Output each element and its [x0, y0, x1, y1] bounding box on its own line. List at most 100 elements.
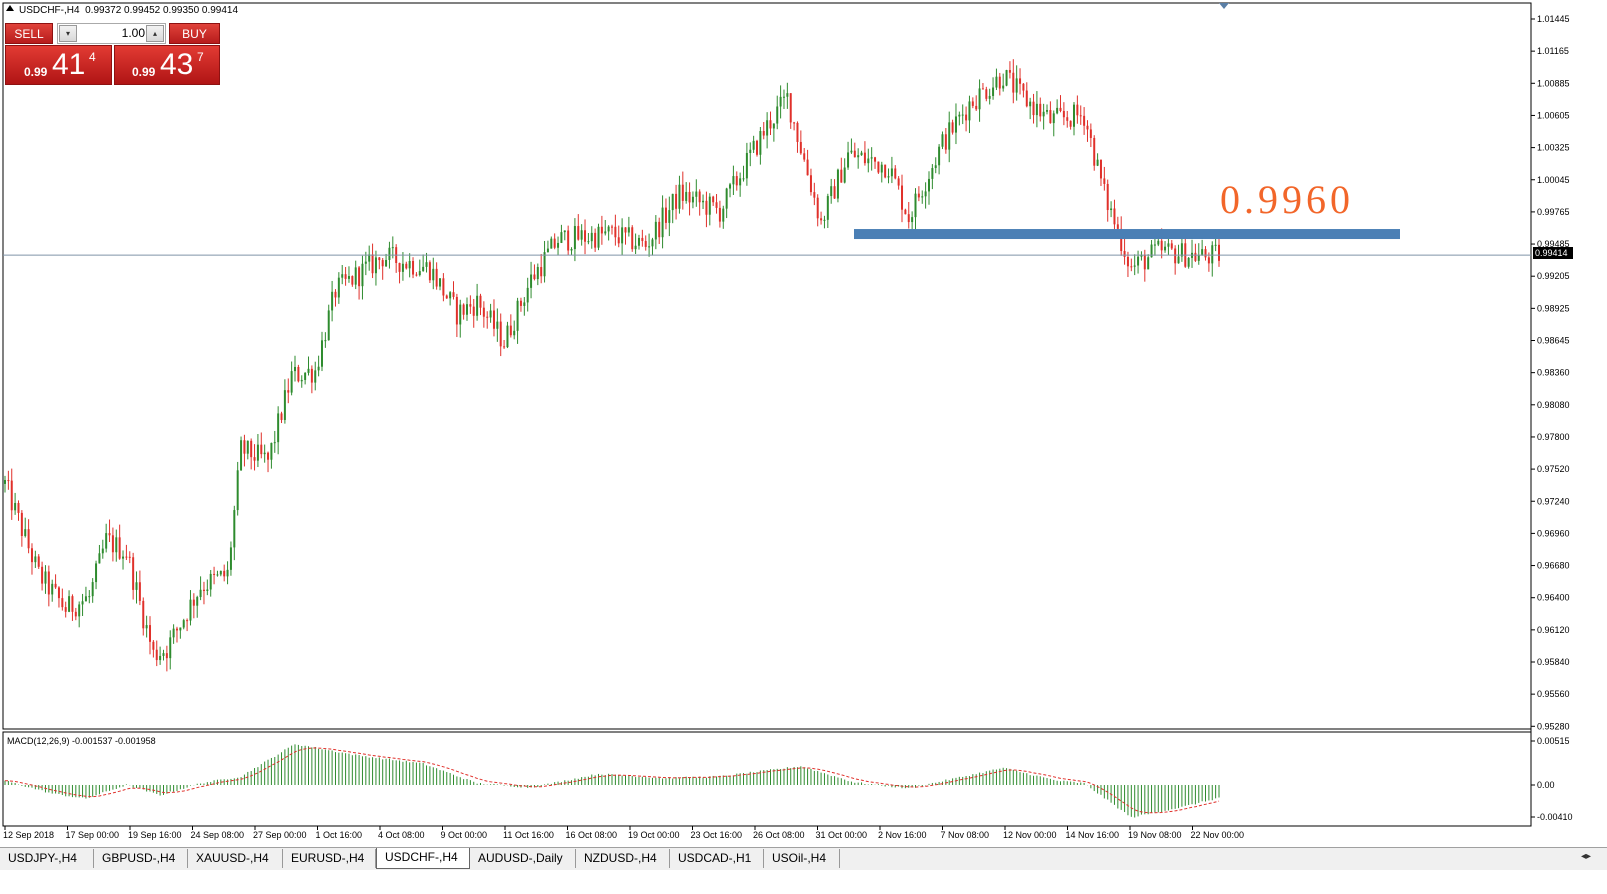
candle-body [506, 325, 509, 348]
candle-body [449, 292, 452, 299]
buy-button[interactable]: BUY [169, 23, 220, 44]
candle-body [152, 641, 155, 650]
candle-body [1133, 265, 1136, 267]
tab-nzdusd-h4[interactable]: NZDUSD-,H4 [576, 849, 670, 868]
candle-body [931, 168, 934, 179]
tab-xauusd-h4[interactable]: XAUUSD-,H4 [188, 849, 283, 868]
candle-body [557, 242, 560, 248]
tab-usdchf-h4[interactable]: USDCHF-,H4 [376, 848, 470, 869]
candle-body [41, 566, 44, 584]
candle-body [732, 176, 735, 185]
candle-body [600, 226, 603, 234]
price-axis-label: 1.01445 [1537, 14, 1570, 24]
candle-body [752, 140, 755, 150]
candle-body [476, 295, 479, 316]
macd-layer [4, 744, 1220, 818]
tab-scroll-icon[interactable]: ◂▸ [1580, 851, 1591, 862]
candle-body [1170, 243, 1173, 249]
sell-price-prefix: 0.99 [24, 65, 48, 79]
price-axis-label: 0.96960 [1537, 528, 1570, 538]
candle-body [378, 257, 381, 261]
candle-body [172, 628, 175, 638]
candle-body [1005, 70, 1008, 86]
candle-body [567, 230, 570, 251]
candle-body [37, 556, 40, 567]
candle-body [809, 175, 812, 193]
time-axis-label: 12 Sep 2018 [3, 830, 54, 840]
candle-body [253, 457, 256, 461]
candle-body [1201, 249, 1204, 255]
candle-body [341, 274, 344, 278]
candle-body [503, 346, 506, 348]
candle-body [934, 165, 937, 169]
candle-body [1197, 254, 1200, 261]
candle-body [597, 226, 600, 248]
lot-increase-icon[interactable]: ▴ [146, 25, 164, 42]
chart-shift-marker[interactable] [1219, 3, 1229, 9]
candle-body [358, 267, 361, 287]
macd-signal-line [4, 747, 1220, 814]
candle-body [1025, 90, 1028, 107]
candle-body [985, 89, 988, 99]
candle-body [1049, 110, 1052, 124]
candle-body [509, 325, 512, 336]
candle-body [236, 470, 239, 511]
lot-size-input[interactable] [80, 26, 145, 40]
candle-body [159, 655, 162, 661]
lot-decrease-icon[interactable]: ▾ [59, 25, 77, 42]
tab-gbpusd-h4[interactable]: GBPUSD-,H4 [94, 849, 188, 868]
candle-body [894, 168, 897, 179]
candle-body [412, 260, 415, 275]
candle-body [1194, 252, 1197, 261]
candle-body [233, 510, 236, 548]
tab-usoil-h4[interactable]: USOil-,H4 [764, 849, 840, 868]
candle-body [138, 582, 141, 601]
candle-body [816, 197, 819, 219]
candle-body [1106, 183, 1109, 211]
candle-body [1126, 256, 1129, 267]
candle-body [459, 304, 462, 325]
candle-body [1002, 85, 1005, 89]
tab-audusd-daily[interactable]: AUDUSD-,Daily [470, 849, 576, 868]
candle-body [1211, 245, 1214, 264]
candle-body [307, 368, 310, 373]
candle-body [513, 330, 516, 336]
candle-body [405, 263, 408, 269]
candle-body [661, 207, 664, 238]
candle-body [941, 134, 944, 147]
candle-body [54, 583, 57, 588]
candle-body [884, 164, 887, 178]
candle-body [830, 186, 833, 197]
candle-body [192, 599, 195, 606]
candle-body [924, 191, 927, 197]
candle-body [671, 193, 674, 211]
sell-price-button[interactable]: 0.99 41 4 [5, 45, 112, 85]
candle-body [51, 583, 54, 595]
candle-body [280, 413, 283, 420]
tab-usdjpy-h4[interactable]: USDJPY-,H4 [0, 849, 94, 868]
tab-usdcad-h1[interactable]: USDCAD-,H1 [670, 849, 764, 868]
candle-body [779, 96, 782, 107]
candle-body [867, 158, 870, 164]
candle-body [526, 287, 529, 303]
tab-eurusd-h4[interactable]: EURUSD-,H4 [283, 849, 376, 868]
lot-size-field[interactable]: ▾ ▴ [57, 23, 166, 44]
collapse-trade-panel-icon[interactable] [6, 5, 14, 11]
candle-body [439, 278, 442, 287]
price-axis-label: 0.96400 [1537, 593, 1570, 603]
candle-body [718, 207, 721, 222]
support-level-box[interactable] [854, 229, 1400, 240]
candle-body [277, 413, 280, 443]
time-axis-label: 12 Nov 00:00 [1003, 830, 1057, 840]
candle-body [398, 262, 401, 272]
candle-body [712, 196, 715, 203]
candle-body [243, 440, 246, 454]
sell-button[interactable]: SELL [5, 23, 53, 44]
candle-body [1022, 83, 1025, 91]
candle-body [1076, 104, 1079, 116]
macd-axis-label: 0.00 [1537, 780, 1555, 790]
buy-price-button[interactable]: 0.99 43 7 [114, 45, 220, 85]
candle-body [594, 232, 597, 248]
time-axis-label: 11 Oct 16:00 [503, 830, 554, 840]
